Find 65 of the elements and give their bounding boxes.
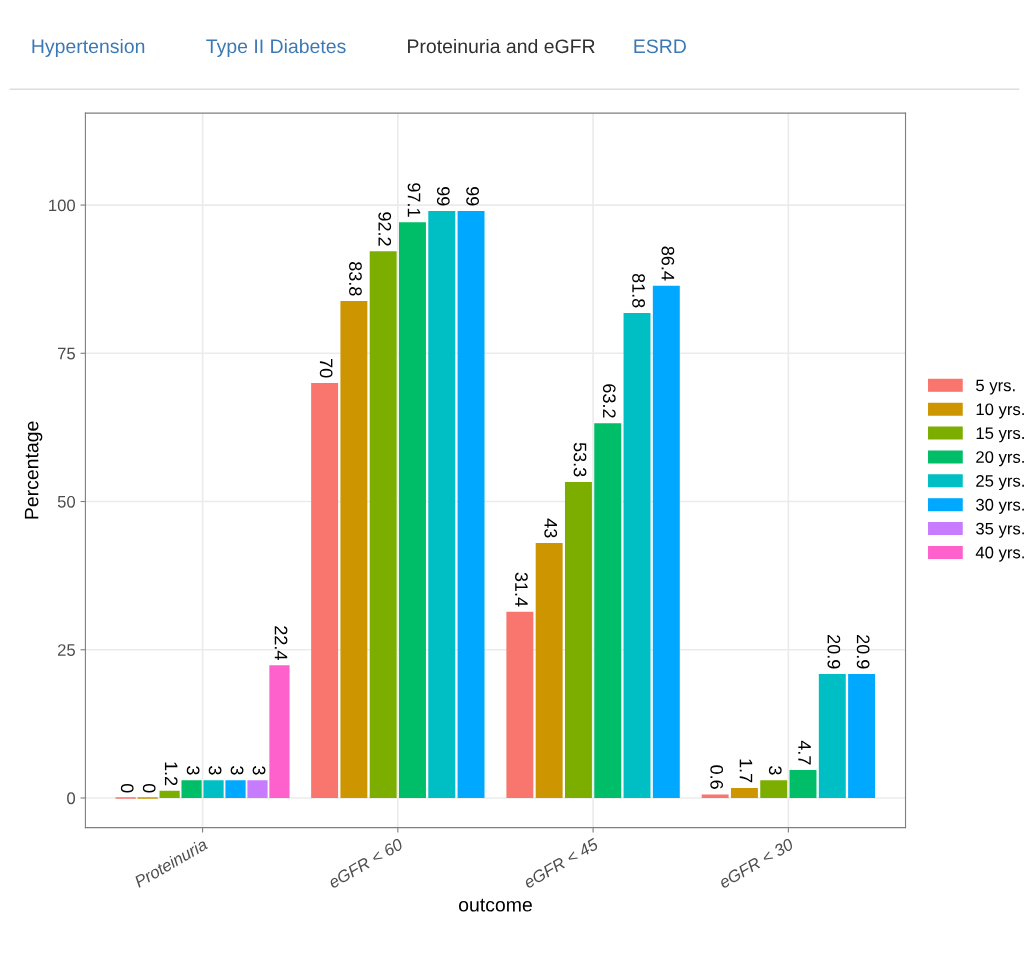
- data-label: 63.2: [602, 384, 616, 418]
- data-label: 31.4: [515, 572, 528, 607]
- data-label: 70: [319, 359, 333, 378]
- data-label: 92.2: [378, 212, 392, 246]
- y-tick-label: 50: [57, 495, 76, 508]
- legend-label: 15 yrs.: [976, 427, 1024, 443]
- data-label: 99: [436, 187, 450, 206]
- data-label: 86.4: [661, 246, 675, 281]
- data-label: 0: [120, 783, 134, 793]
- data-label: 3: [230, 766, 244, 775]
- data-label: 3: [768, 766, 782, 775]
- legend-label: 30 yrs.: [976, 498, 1024, 514]
- y-axis-title: Percentage: [24, 421, 43, 519]
- y-tick-label: 25: [57, 644, 75, 656]
- bar: [818, 674, 846, 798]
- data-label: 1.7: [739, 759, 753, 783]
- legend-label: 20 yrs.: [976, 451, 1024, 467]
- bar: [789, 770, 817, 798]
- legend-label: 10 yrs.: [976, 403, 1024, 419]
- text: Type II Diabetes: [206, 38, 346, 58]
- bar: [369, 251, 397, 798]
- bar: [760, 780, 788, 798]
- bar: [340, 301, 368, 798]
- bar: [428, 210, 456, 798]
- bar: [623, 312, 651, 798]
- y-tick-label: 0: [67, 792, 76, 805]
- bar: [848, 674, 876, 798]
- data-label: 83.8: [349, 262, 362, 296]
- data-label: 20.9: [856, 635, 870, 669]
- bar: [399, 222, 426, 798]
- data-label: 22.4: [274, 626, 288, 660]
- data-label: 97.1: [407, 183, 421, 217]
- legend-label: 5 yrs.: [976, 379, 1015, 395]
- data-label: 81.8: [632, 273, 645, 308]
- bar: [535, 543, 563, 798]
- x-axis-title: outcome: [458, 898, 532, 912]
- data-label: 99: [466, 187, 479, 206]
- legend-label: 35 yrs.: [976, 522, 1024, 538]
- bar: [457, 210, 485, 798]
- text: Hypertension: [32, 38, 145, 58]
- bar: [701, 794, 729, 798]
- bar: [594, 423, 622, 798]
- data-label: 3: [186, 766, 200, 775]
- bar: [652, 285, 680, 798]
- data-label: 0: [142, 783, 156, 793]
- bar: [247, 780, 268, 798]
- data-label: 1.2: [164, 762, 178, 786]
- y-tick-label: 100: [49, 199, 76, 212]
- bar: [564, 481, 592, 798]
- bar: [269, 665, 290, 798]
- text: Proteinuria and eGFR: [408, 38, 595, 54]
- legend-label: 25 yrs.: [976, 475, 1024, 491]
- text: ESRD: [634, 39, 686, 54]
- bar: [730, 787, 758, 798]
- bar: [506, 611, 534, 798]
- legend-label: 40 yrs.: [975, 546, 1024, 562]
- data-label: 4.7: [798, 740, 811, 765]
- data-label: 43: [544, 518, 558, 538]
- data-label: 0.6: [710, 765, 724, 789]
- data-label: 3: [252, 766, 266, 775]
- bar: [311, 382, 339, 798]
- data-label: 53.3: [573, 442, 587, 477]
- data-label: 3: [208, 766, 222, 775]
- y-tick-label: 75: [58, 347, 75, 360]
- data-label: 20.9: [827, 635, 841, 669]
